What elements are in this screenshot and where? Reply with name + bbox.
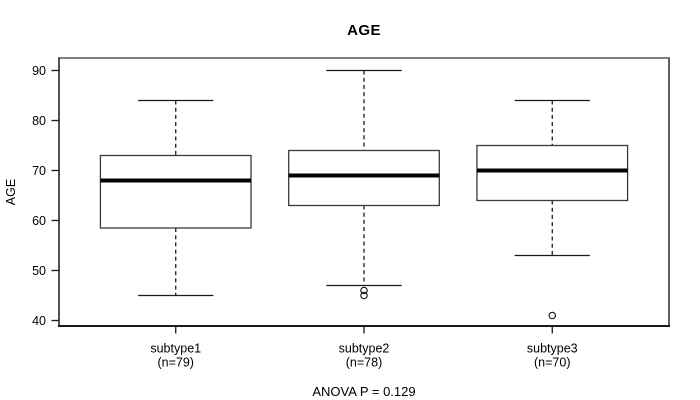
group-label: subtype3 <box>527 342 578 356</box>
iqr-box <box>288 149 440 207</box>
group-count-label: (n=70) <box>534 356 570 370</box>
iqr-box <box>476 144 629 202</box>
boxplot-group-subtype3: subtype3(n=70) <box>476 99 629 370</box>
y-axis-tick-label: 80 <box>32 114 46 128</box>
group-label: subtype1 <box>150 342 201 356</box>
y-axis-tick-label: 60 <box>32 214 46 228</box>
chart-title: AGE <box>347 22 381 39</box>
boxplot-group-subtype1: subtype1(n=79) <box>99 99 252 370</box>
outlier-point <box>360 286 368 295</box>
outlier-point <box>360 291 368 300</box>
group-count-label: (n=79) <box>157 356 193 370</box>
outlier-point <box>548 311 557 320</box>
boxplot-group-subtype2: subtype2(n=78) <box>288 69 440 370</box>
y-axis-tick-label: 40 <box>32 314 46 328</box>
anova-annotation: ANOVA P = 0.129 <box>312 384 416 399</box>
y-axis-tick-label: 70 <box>32 164 46 178</box>
iqr-box <box>99 154 252 229</box>
y-axis-tick-label: 50 <box>32 264 46 278</box>
group-label: subtype2 <box>339 342 390 356</box>
y-axis-tick-label: 90 <box>32 64 46 78</box>
group-count-label: (n=78) <box>346 356 382 370</box>
